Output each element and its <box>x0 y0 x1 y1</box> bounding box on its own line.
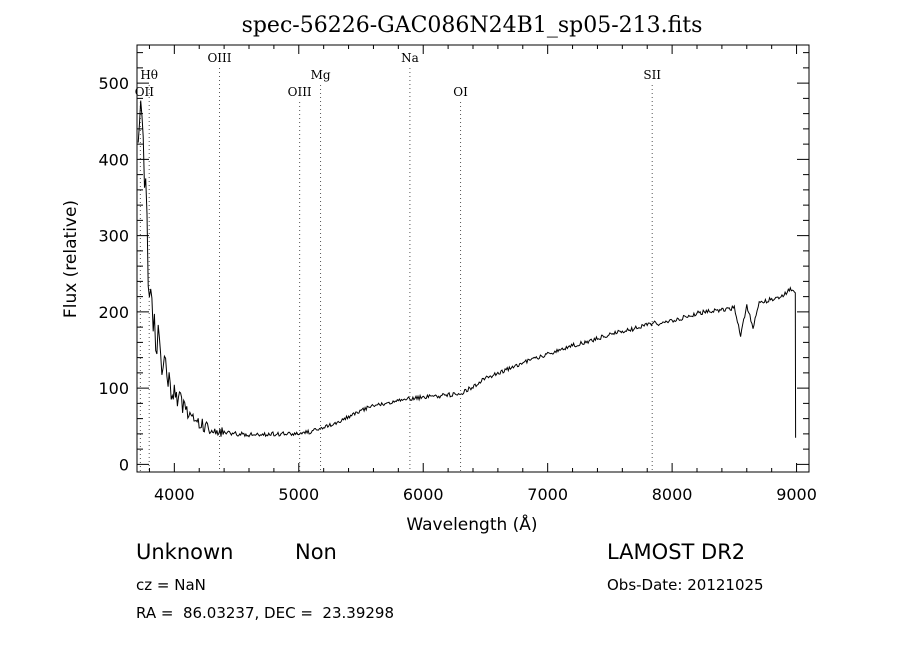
emission-line-label: Mg <box>311 68 331 82</box>
class-label: Unknown <box>136 540 234 564</box>
subclass-label: Non <box>295 540 337 564</box>
axes: 4000 5000 6000 7000 8000 9000 0 100 200 300 400 500 <box>98 45 817 504</box>
y-tick-label: 200 <box>98 303 129 322</box>
y-tick-label: 400 <box>98 150 129 169</box>
spectrum-line <box>137 100 797 438</box>
emission-line-label: SII <box>643 68 661 82</box>
emission-line-label: OIII <box>207 51 231 65</box>
y-tick-label: 500 <box>98 74 129 93</box>
emission-line-label: OIII <box>288 85 312 99</box>
y-axis-label: Flux (relative) <box>61 200 81 318</box>
plot-frame <box>136 44 810 473</box>
x-axis-label: Wavelength (Å) <box>406 513 537 535</box>
y-tick-label: 100 <box>98 379 129 398</box>
ra-dec: RA = 86.03237, DEC = 23.39298 <box>136 604 395 622</box>
survey-label: LAMOST DR2 <box>607 540 746 564</box>
cz-value: cz = NaN <box>136 576 206 594</box>
x-tick-label: 5000 <box>278 485 319 504</box>
x-tick-label: 9000 <box>776 485 817 504</box>
emission-line-label: OII <box>135 85 155 99</box>
obs-date: Obs-Date: 20121025 <box>607 576 764 594</box>
y-tick-label: 300 <box>98 227 129 246</box>
emission-line-markers: OII Hθ OIII OIII Mg Na OI SII <box>135 51 661 472</box>
emission-line-label: Na <box>401 51 419 65</box>
x-tick-label: 6000 <box>403 485 444 504</box>
chart-title: spec-56226-GAC086N24B1_sp05-213.fits <box>242 13 703 38</box>
x-tick-label: 4000 <box>154 485 195 504</box>
emission-line-label: OI <box>453 85 468 99</box>
x-tick-label: 7000 <box>527 485 568 504</box>
emission-line-label: Hθ <box>140 68 158 82</box>
x-tick-label: 8000 <box>652 485 693 504</box>
y-tick-label: 0 <box>119 455 129 474</box>
